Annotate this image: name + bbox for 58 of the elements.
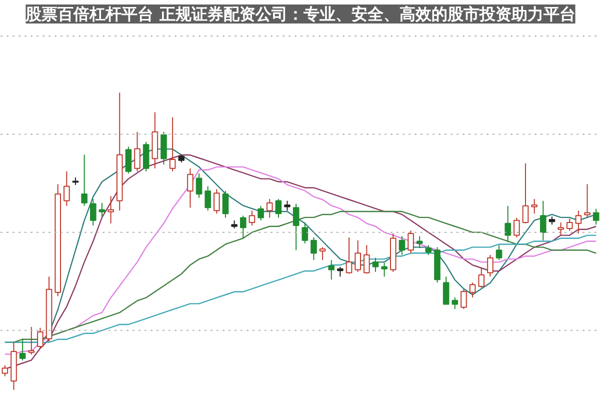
candlestick (319, 246, 326, 260)
candlestick (416, 236, 423, 249)
candlestick (134, 131, 140, 172)
candlestick (2, 364, 8, 377)
candlestick (160, 131, 167, 166)
candlestick (169, 116, 176, 172)
candlestick (196, 172, 202, 198)
candlestick (487, 254, 494, 278)
candlestick (452, 296, 458, 310)
candlestick (37, 327, 44, 350)
candlestick (284, 200, 290, 212)
candlestick (566, 218, 573, 232)
candlestick (248, 210, 256, 226)
candlestick (64, 170, 70, 206)
candlestick (460, 288, 467, 310)
candlestick (292, 203, 300, 251)
candlestick (302, 222, 308, 244)
candlestick (354, 240, 361, 272)
candlestick (125, 146, 132, 174)
candlestick (592, 208, 600, 226)
candlestick (222, 190, 229, 218)
candlestick (442, 276, 450, 305)
candlestick (187, 168, 194, 208)
candlestick (469, 282, 476, 298)
candlestick (496, 244, 502, 260)
candlestick (522, 162, 529, 224)
candlestick (364, 244, 370, 274)
candlestick (310, 236, 317, 260)
candlestick (558, 222, 564, 236)
candlestick (90, 198, 96, 226)
candlestick (275, 198, 282, 218)
candlestick (108, 196, 114, 224)
candlestick (504, 205, 511, 243)
candlestick (142, 141, 150, 172)
candlestick (258, 205, 264, 221)
candlestick (575, 210, 582, 234)
candlestick (81, 154, 88, 206)
candlestick (398, 236, 406, 256)
candlestick (381, 262, 388, 278)
candlestick (204, 186, 211, 212)
candlestick (514, 217, 520, 238)
candlestick (425, 244, 432, 256)
candlestick (19, 338, 26, 361)
candlestick (372, 257, 379, 272)
candlestick (28, 326, 35, 356)
candlestick (408, 230, 414, 254)
candlestick (328, 259, 335, 280)
candlestick (98, 202, 106, 218)
candlestick (266, 198, 273, 218)
candlestick (584, 184, 590, 218)
candlestick (531, 198, 538, 214)
candlestick (478, 267, 485, 288)
chart-title: 股票百倍杠杆平台 正规证券配资公司：专业、安全、高效的股市投资助力平台 (24, 4, 576, 24)
candlestick (337, 266, 344, 278)
candlestick (214, 188, 220, 214)
candlestick (346, 236, 352, 274)
candlestick (540, 200, 546, 241)
candlestick (240, 215, 246, 239)
